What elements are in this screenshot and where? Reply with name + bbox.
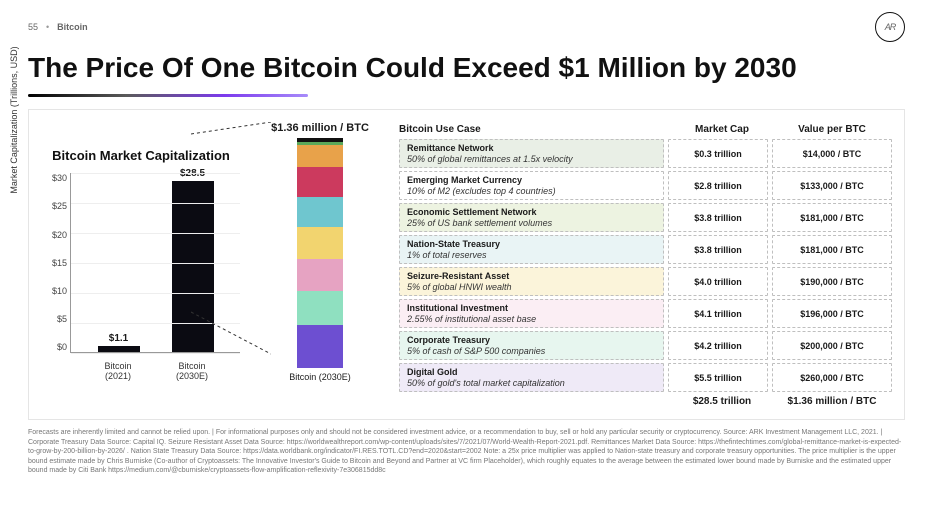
usecase-title: Remittance Network [407,143,656,153]
stacked-bar-top-label: $1.36 million / BTC [271,122,369,134]
usecase-cell: Emerging Market Currency10% of M2 (exclu… [399,171,664,200]
table-header-value: Value per BTC [772,124,892,135]
use-case-table: Bitcoin Use Case Market Cap Value per BT… [399,122,892,407]
y-tick: $15 [43,258,67,268]
table-header-marketcap: Market Cap [672,124,772,135]
dot-separator: • [46,22,49,32]
usecase-cell: Nation-State Treasury1% of total reserve… [399,235,664,264]
title-underline [28,94,308,97]
table-row: Seizure-Resistant Asset5% of global HNWI… [399,267,892,296]
value-per-btc-cell: $196,000 / BTC [772,299,892,328]
stacked-bar [297,138,343,368]
usecase-title: Emerging Market Currency [407,175,656,185]
marketcap-cell: $3.8 trillion [668,235,768,264]
table-row: Economic Settlement Network25% of US ban… [399,203,892,232]
usecase-cell: Digital Gold50% of gold's total market c… [399,363,664,392]
usecase-title: Nation-State Treasury [407,239,656,249]
marketcap-cell: $3.8 trillion [668,203,768,232]
bar-value-label: $1.1 [109,333,128,344]
value-per-btc-cell: $181,000 / BTC [772,203,892,232]
stack-segment-nation-state [297,197,343,227]
total-value-per-btc: $1.36 million / BTC [772,396,892,407]
table-header-usecase: Bitcoin Use Case [399,124,672,135]
table-body: Remittance Network50% of global remittan… [399,139,892,392]
usecase-title: Economic Settlement Network [407,207,656,217]
y-tick: $0 [43,342,67,352]
y-tick: $5 [43,314,67,324]
section-label: Bitcoin [57,22,88,32]
table-header: Bitcoin Use Case Market Cap Value per BT… [399,122,892,139]
stack-segment-corporate-treasury [297,291,343,324]
bar-category-label: Bitcoin (2021) [92,361,144,381]
y-tick: $20 [43,230,67,240]
bar [98,346,140,353]
usecase-cell: Remittance Network50% of global remittan… [399,139,664,168]
usecase-subtitle: 50% of global remittances at 1.5x veloci… [407,154,656,164]
table-row: Corporate Treasury5% of cash of S&P 500 … [399,331,892,360]
usecase-subtitle: 2.55% of institutional asset base [407,314,656,324]
table-row: Institutional Investment2.55% of institu… [399,299,892,328]
footnote: Forecasts are inherently limited and can… [0,420,933,479]
bar-chart-x-axis: Bitcoin (2021) Bitcoin (2030E) [70,357,240,381]
table-row: Digital Gold50% of gold's total market c… [399,363,892,392]
page-number: 55 [28,22,38,32]
stack-segment-institutional [297,259,343,292]
bar-chart: $30$25$20$15$10$5$0 $1.1$28.5 [70,173,240,353]
usecase-title: Digital Gold [407,367,656,377]
topbar: 55 • Bitcoin AR [0,0,933,48]
stacked-bar-bottom-label: Bitcoin (2030E) [289,372,351,382]
table-row: Emerging Market Currency10% of M2 (exclu… [399,171,892,200]
bar-category-label: Bitcoin (2030E) [166,361,218,381]
y-tick: $30 [43,173,67,183]
table-row: Nation-State Treasury1% of total reserve… [399,235,892,264]
value-per-btc-cell: $181,000 / BTC [772,235,892,264]
usecase-subtitle: 25% of US bank settlement volumes [407,218,656,228]
bar [172,181,214,352]
usecase-subtitle: 5% of cash of S&P 500 companies [407,346,656,356]
usecase-subtitle: 5% of global HNWI wealth [407,282,656,292]
value-per-btc-cell: $14,000 / BTC [772,139,892,168]
usecase-subtitle: 1% of total reserves [407,250,656,260]
usecase-subtitle: 10% of M2 (excludes top 4 countries) [407,186,656,196]
value-per-btc-cell: $200,000 / BTC [772,331,892,360]
value-per-btc-cell: $260,000 / BTC [772,363,892,392]
y-tick: $25 [43,201,67,211]
table-row: Remittance Network50% of global remittan… [399,139,892,168]
usecase-cell: Seizure-Resistant Asset5% of global HNWI… [399,267,664,296]
marketcap-cell: $0.3 trillion [668,139,768,168]
ark-logo-icon: AR [875,12,905,42]
stack-segment-digital-gold [297,325,343,369]
bar-chart-y-axis: $30 $25 $20 $15 $10 $5 $0 [43,173,67,352]
value-per-btc-cell: $133,000 / BTC [772,171,892,200]
stacked-bar-panel: $1.36 million / BTC Bitcoin (2030E) [255,122,385,407]
usecase-cell: Economic Settlement Network25% of US ban… [399,203,664,232]
bar-chart-panel: Bitcoin Market Capitalization Market Cap… [41,122,241,407]
bar-chart-title: Bitcoin Market Capitalization [52,148,230,163]
usecase-title: Corporate Treasury [407,335,656,345]
usecase-title: Seizure-Resistant Asset [407,271,656,281]
bar-chart-y-title: Market Capitalization (Trillions, USD) [9,30,19,210]
marketcap-cell: $4.0 trillion [668,267,768,296]
main-panel: Bitcoin Market Capitalization Market Cap… [28,109,905,420]
total-marketcap: $28.5 trillion [672,396,772,407]
stack-segment-emerging-market [297,145,343,167]
stack-segment-seizure-resistant [297,227,343,259]
usecase-cell: Institutional Investment2.55% of institu… [399,299,664,328]
marketcap-cell: $5.5 trillion [668,363,768,392]
stack-segment-economic-settlement [297,167,343,197]
marketcap-cell: $2.8 trillion [668,171,768,200]
usecase-cell: Corporate Treasury5% of cash of S&P 500 … [399,331,664,360]
marketcap-cell: $4.2 trillion [668,331,768,360]
usecase-title: Institutional Investment [407,303,656,313]
marketcap-cell: $4.1 trillion [668,299,768,328]
y-tick: $10 [43,286,67,296]
table-totals: $28.5 trillion $1.36 million / BTC [399,396,892,407]
value-per-btc-cell: $190,000 / BTC [772,267,892,296]
page-title: The Price Of One Bitcoin Could Exceed $1… [0,48,933,88]
usecase-subtitle: 50% of gold's total market capitalizatio… [407,378,656,388]
